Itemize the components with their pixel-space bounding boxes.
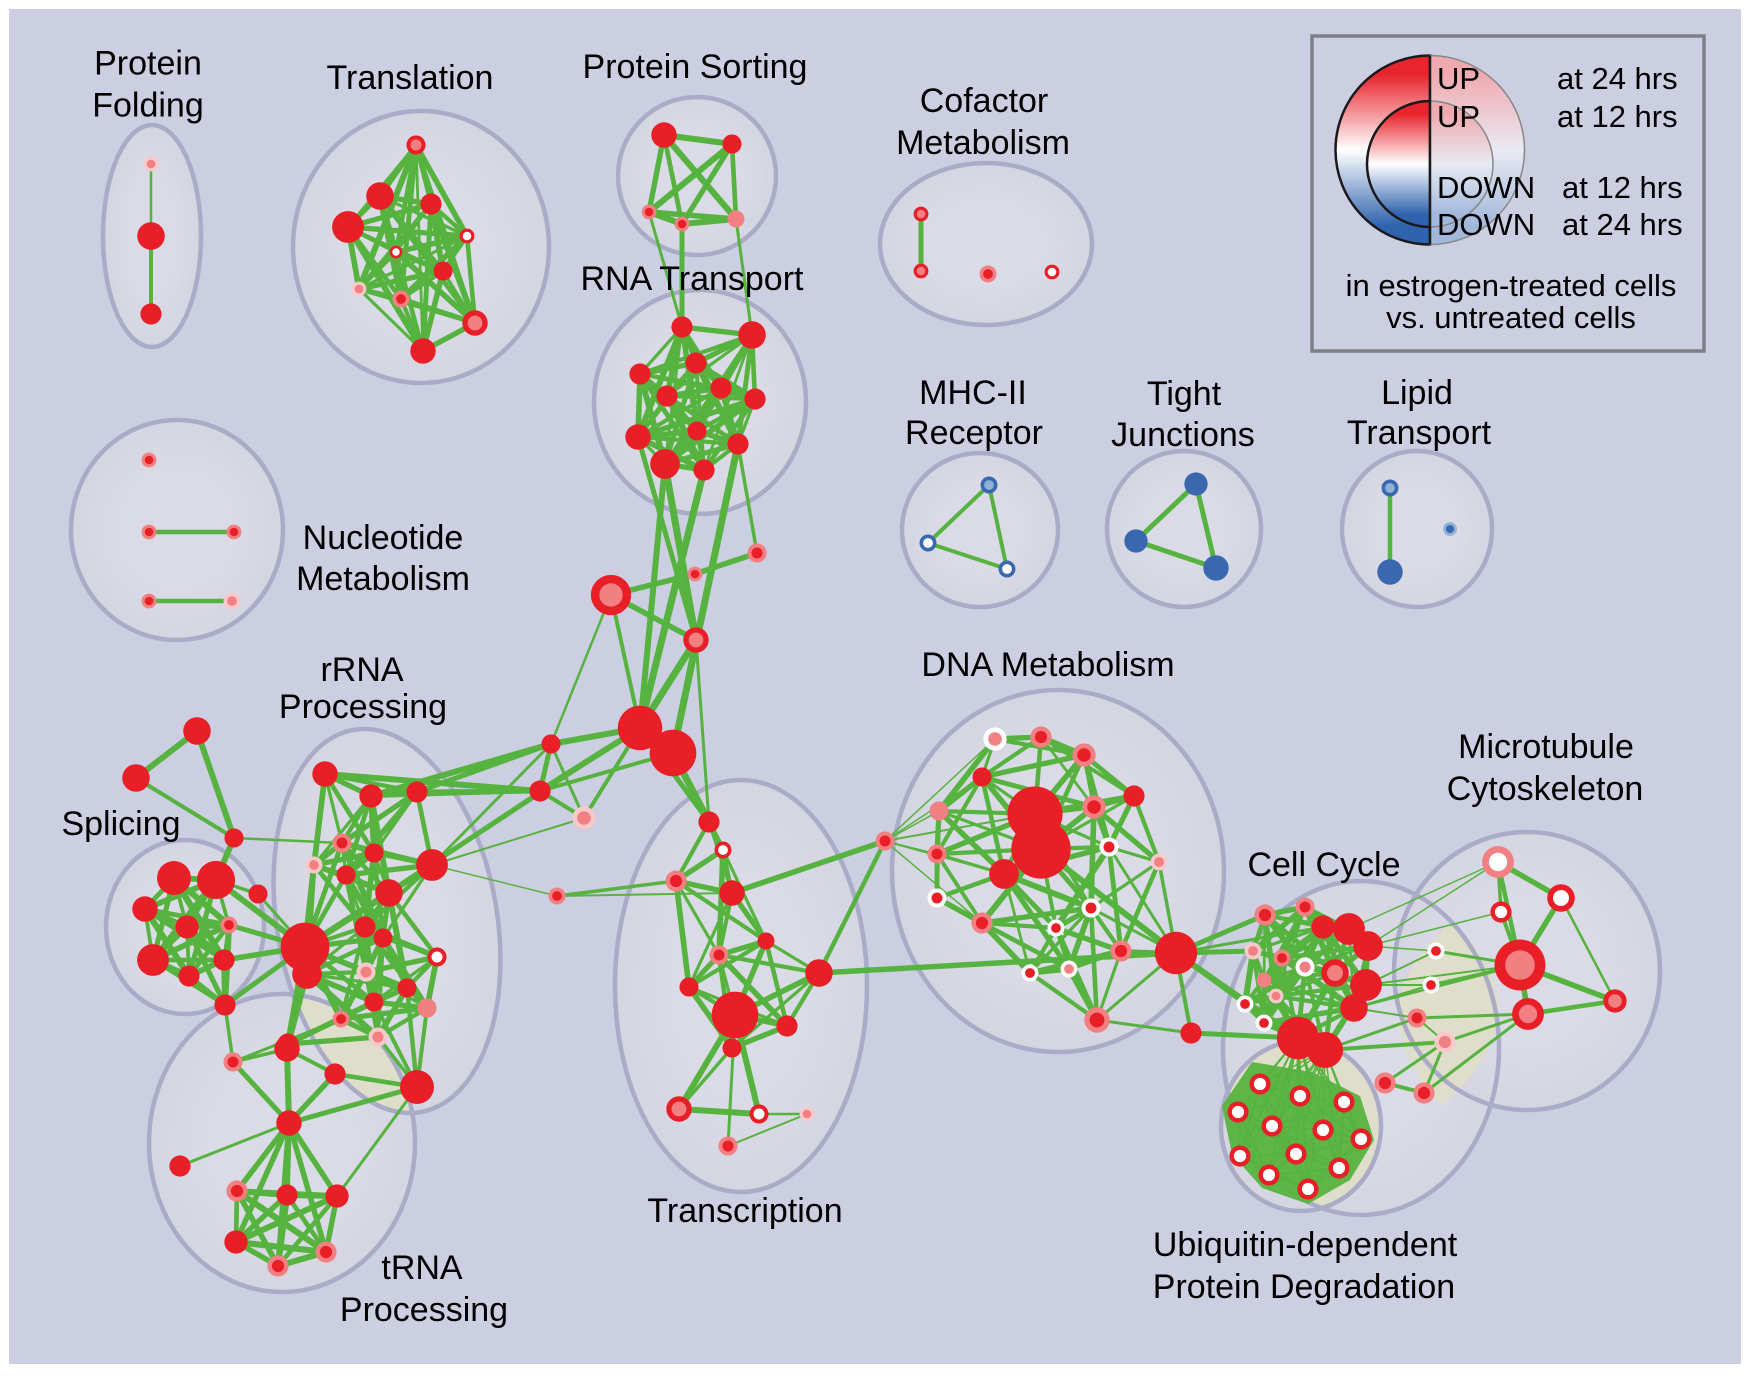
svg-text:Ubiquitin-dependent: Ubiquitin-dependent [1153, 1226, 1458, 1264]
svg-text:Microtubule: Microtubule [1458, 728, 1634, 766]
svg-text:Transport: Transport [1347, 414, 1492, 452]
svg-text:DOWN: DOWN [1437, 207, 1535, 242]
svg-text:Cofactor: Cofactor [920, 82, 1049, 120]
svg-text:Lipid: Lipid [1381, 374, 1453, 412]
svg-text:rRNA: rRNA [320, 651, 403, 689]
svg-text:tRNA: tRNA [381, 1249, 463, 1287]
svg-text:at 12 hrs: at 12 hrs [1557, 99, 1678, 134]
svg-text:Nucleotide: Nucleotide [303, 519, 464, 557]
svg-text:Protein Degradation: Protein Degradation [1153, 1268, 1455, 1306]
svg-text:RNA Transport: RNA Transport [581, 260, 805, 298]
svg-text:Folding: Folding [92, 87, 204, 125]
svg-text:Transcription: Transcription [647, 1192, 842, 1230]
svg-text:UP: UP [1437, 99, 1480, 134]
svg-text:Junctions: Junctions [1111, 416, 1255, 454]
svg-text:DOWN: DOWN [1437, 170, 1535, 205]
svg-text:Translation: Translation [327, 59, 494, 97]
svg-text:in estrogen-treated cells: in estrogen-treated cells [1346, 268, 1677, 303]
svg-text:Processing: Processing [340, 1291, 508, 1329]
svg-text:DNA Metabolism: DNA Metabolism [921, 646, 1174, 684]
svg-text:at 24 hrs: at 24 hrs [1557, 61, 1678, 96]
svg-text:Cytoskeleton: Cytoskeleton [1447, 770, 1644, 808]
svg-text:at 24 hrs: at 24 hrs [1562, 207, 1683, 242]
svg-text:Receptor: Receptor [905, 414, 1043, 452]
svg-text:Metabolism: Metabolism [296, 560, 470, 598]
svg-text:Processing: Processing [279, 688, 447, 726]
svg-text:Protein: Protein [94, 45, 202, 83]
svg-text:UP: UP [1437, 61, 1480, 96]
svg-text:at 12 hrs: at 12 hrs [1562, 170, 1683, 205]
svg-text:MHC-II: MHC-II [919, 374, 1027, 412]
svg-text:Cell Cycle: Cell Cycle [1247, 846, 1400, 884]
svg-text:Protein Sorting: Protein Sorting [583, 48, 808, 86]
svg-text:Splicing: Splicing [61, 805, 180, 843]
svg-text:vs. untreated cells: vs. untreated cells [1386, 300, 1636, 335]
svg-text:Tight: Tight [1147, 375, 1222, 413]
svg-text:Metabolism: Metabolism [896, 124, 1070, 162]
